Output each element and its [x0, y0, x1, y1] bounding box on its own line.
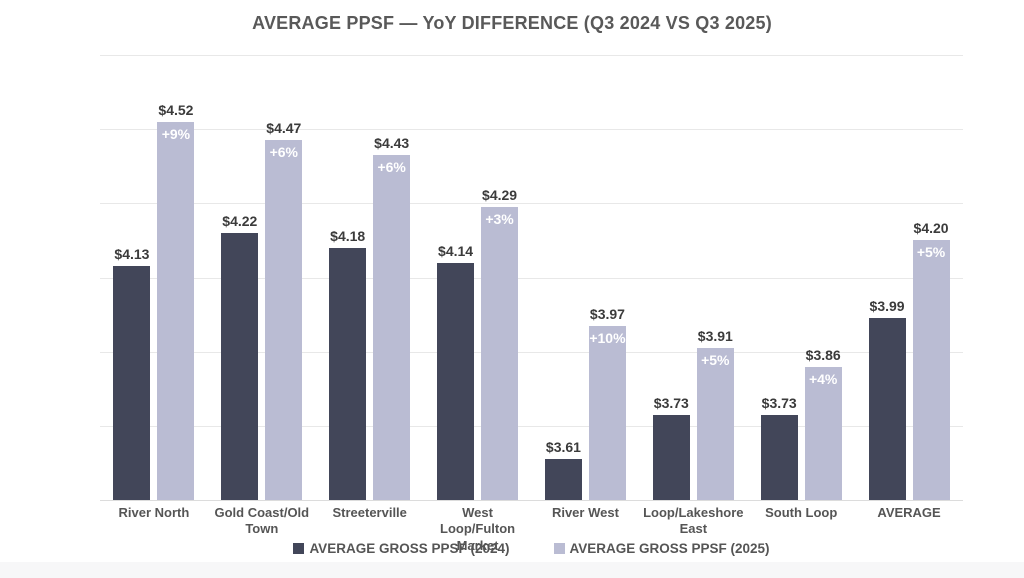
bar-value-label: $3.99 [869, 298, 905, 315]
legend-label: AVERAGE GROSS PPSF (2024) [309, 541, 510, 556]
bar-group: $4.14 $4.29 +3% [424, 55, 532, 500]
bar-2024: $3.61 [544, 439, 582, 500]
x-axis-label: West Loop/Fulton Market [440, 505, 516, 553]
bar-value-label: $4.52 [158, 101, 194, 118]
bar-percent-label: +5% [916, 244, 946, 261]
bar-group: $3.73 $3.86 +4% [747, 55, 855, 500]
bar-2024: $4.22 [221, 213, 259, 500]
gridline [100, 351, 963, 353]
bar-value-label: $3.73 [761, 394, 797, 411]
x-axis-label: AVERAGE [877, 505, 941, 520]
bar-value-label: $4.29 [482, 187, 518, 204]
bar-2025: $4.20 +5% [912, 220, 950, 500]
x-axis-label: Loop/Lakeshore East [643, 505, 744, 537]
x-axis-label: River West [551, 505, 619, 520]
bar-2025: $4.43 +6% [373, 135, 411, 500]
gridline [100, 55, 963, 56]
bottom-strip [0, 562, 1024, 578]
legend-item: AVERAGE GROSS PPSF (2024) [293, 541, 510, 556]
bar-2024: $3.73 [760, 395, 798, 500]
x-axis-labels: River North Gold Coast/Old Town Streetervi… [100, 505, 963, 554]
gridline [100, 203, 963, 205]
bar-value-label: $4.47 [266, 120, 302, 137]
bar-group: $4.18 $4.43 +6% [316, 55, 424, 500]
bar-value-label: $3.61 [545, 439, 581, 456]
legend-label: AVERAGE GROSS PPSF (2025) [569, 541, 770, 556]
bar-value-label: $4.22 [222, 213, 258, 229]
bar-percent-label: +6% [269, 144, 299, 161]
bar-2025: $4.47 +6% [265, 120, 303, 500]
x-axis-label: River North [118, 505, 190, 520]
bar-group: $3.73 $3.91 +5% [639, 55, 747, 500]
bar-value-label: $3.86 [805, 346, 841, 363]
legend: AVERAGE GROSS PPSF (2024) AVERAGE GROSS P… [100, 541, 963, 556]
bar-value-label: $4.13 [114, 246, 150, 263]
legend-swatch [293, 543, 305, 554]
gridline [100, 277, 963, 279]
bar-2024: $4.18 [329, 228, 367, 500]
bar-value-label: $4.43 [374, 135, 410, 152]
bar-percent-label: +10% [589, 329, 626, 346]
gridline [100, 425, 963, 427]
bar-percent-label: +9% [161, 125, 191, 142]
bar-value-label: $3.73 [653, 394, 689, 411]
bar-2025: $4.52 +9% [157, 102, 195, 500]
gridline [100, 129, 963, 131]
bar-group: $3.99 $4.20 +5% [855, 55, 963, 500]
gridline [100, 500, 963, 501]
bar-value-label: $4.14 [438, 242, 474, 259]
bar-2025: $4.29 +3% [481, 187, 519, 500]
bar-2025: $3.91 +5% [696, 328, 734, 500]
plot-area: $4.13 $4.52 +9% $4.22 $4.47 +6% $4.18 $4.43 +6% $… [100, 55, 963, 501]
chart-title: AVERAGE PPSF — YoY DIFFERENCE (Q3 2024 V… [252, 13, 772, 33]
bar-percent-label: +6% [377, 159, 406, 176]
bar-group: $4.22 $4.47 +6% [208, 55, 316, 500]
bar-group: $4.13 $4.52 +9% [100, 55, 208, 500]
bar-2025: $3.97 +10% [588, 306, 626, 500]
x-axis-label: South Loop [765, 505, 838, 520]
legend-item: AVERAGE GROSS PPSF (2025) [553, 541, 770, 556]
bars-row: $4.13 $4.52 +9% $4.22 $4.47 +6% $4.18 $4.43 +6% $… [100, 55, 963, 500]
bar-2024: $3.99 [868, 298, 906, 500]
bar-percent-label: +3% [485, 211, 514, 228]
x-axis-label: Gold Coast/Old Town [214, 505, 310, 537]
bar-2024: $4.13 [113, 246, 151, 500]
bar-group: $3.61 $3.97 +10% [532, 55, 640, 500]
bar-percent-label: +4% [808, 370, 838, 387]
gridlines [100, 55, 963, 501]
bar-value-label: $3.97 [589, 305, 625, 322]
bar-value-label: $4.18 [330, 227, 366, 244]
bar-2025: $3.86 +4% [804, 347, 842, 500]
legend-swatch [553, 543, 565, 554]
bar-value-label: $4.20 [913, 220, 949, 237]
x-axis-label: Streeterville [332, 505, 407, 520]
bar-value-label: $3.91 [697, 327, 733, 344]
bar-percent-label: +5% [701, 351, 730, 368]
bar-2024: $3.73 [652, 395, 690, 500]
bar-2024: $4.14 [437, 243, 475, 500]
